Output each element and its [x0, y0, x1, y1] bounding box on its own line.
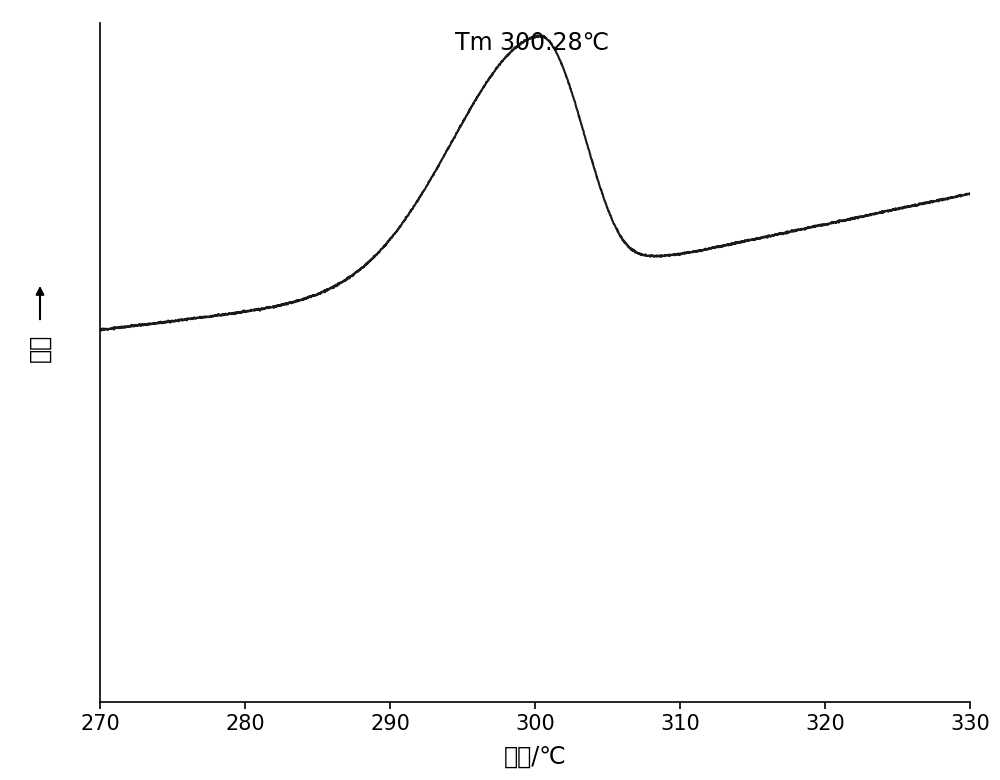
X-axis label: 温度/℃: 温度/℃ [504, 745, 566, 769]
Text: 吸热: 吸热 [28, 334, 52, 362]
Text: Tm 300.28℃: Tm 300.28℃ [455, 31, 609, 55]
